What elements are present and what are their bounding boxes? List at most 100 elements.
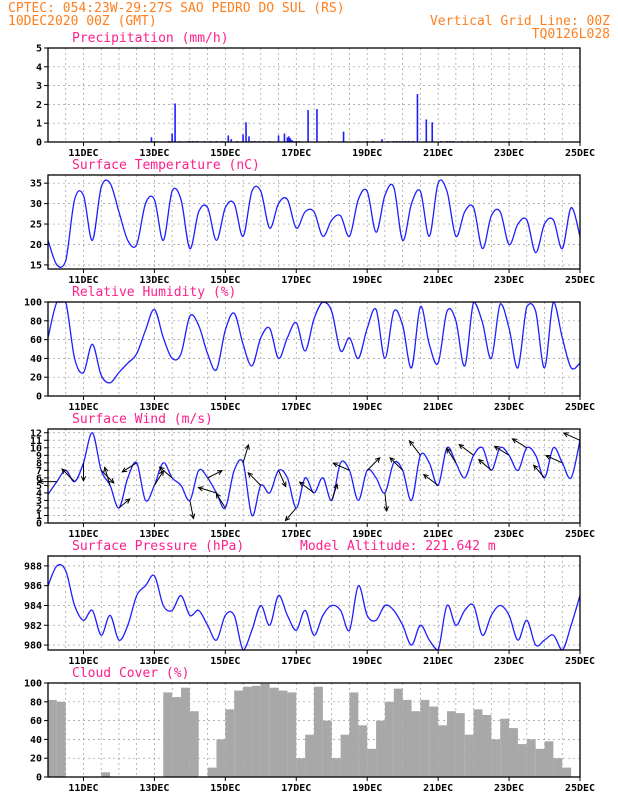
cloud-bar bbox=[225, 709, 235, 777]
pres-xtick-label: 11DEC bbox=[68, 656, 98, 667]
wind-ytick-label: 4 bbox=[36, 488, 42, 499]
precip-bar bbox=[174, 103, 176, 142]
precip-bar bbox=[277, 135, 280, 142]
pres-xtick-label: 17DEC bbox=[281, 656, 311, 667]
cloud-bar bbox=[464, 734, 474, 777]
wind-arrow-shaft bbox=[189, 500, 194, 519]
wind-arrow-head bbox=[108, 478, 115, 484]
precip-bar bbox=[248, 136, 250, 142]
wind-arrow-shaft bbox=[278, 470, 287, 487]
wind-ytick-label: 6 bbox=[36, 473, 42, 484]
rh-ytick-label: 60 bbox=[30, 335, 42, 346]
cloud-bar bbox=[358, 725, 368, 777]
pres-ytick-label: 988 bbox=[24, 561, 42, 572]
temp-xtick-label: 19DEC bbox=[352, 275, 382, 286]
precip-xtick-label: 19DEC bbox=[352, 148, 382, 159]
model-altitude: Model Altitude: 221.642 m bbox=[300, 539, 496, 554]
wind-arrow-head bbox=[247, 471, 254, 478]
precip-bar bbox=[342, 131, 345, 142]
cloud-xtick-label: 13DEC bbox=[139, 783, 169, 794]
wind-arrow-shaft bbox=[458, 444, 474, 456]
cloud-bar bbox=[420, 699, 430, 777]
wind-ytick-label: 7 bbox=[36, 466, 42, 477]
temp-ytick-label: 35 bbox=[30, 179, 42, 190]
cloud-xtick-label: 19DEC bbox=[352, 783, 382, 794]
precip-xtick-label: 15DEC bbox=[210, 148, 240, 159]
cloud-bar bbox=[349, 692, 359, 777]
wind-arrow-shaft bbox=[545, 455, 563, 464]
cloud-bar bbox=[553, 758, 563, 777]
wind-arrow-shaft bbox=[118, 498, 131, 509]
rh-xtick-label: 15DEC bbox=[210, 402, 240, 413]
temp-xtick-label: 21DEC bbox=[423, 275, 453, 286]
wind-xtick-label: 13DEC bbox=[139, 529, 169, 540]
pres-frame bbox=[47, 555, 581, 651]
rh-ytick-label: 20 bbox=[30, 373, 42, 384]
pres-xtick-label: 21DEC bbox=[423, 656, 453, 667]
cloud-xtick-label: 17DEC bbox=[281, 783, 311, 794]
cloud-ytick-label: 100 bbox=[24, 679, 42, 690]
wind-arrow-shaft bbox=[61, 468, 75, 482]
cloud-bar bbox=[216, 739, 226, 777]
wind-arrow-shaft bbox=[563, 432, 581, 441]
wind-arrow-shaft bbox=[247, 472, 262, 486]
wind-frame bbox=[47, 428, 581, 524]
precip-xtick-label: 13DEC bbox=[139, 148, 169, 159]
cloud-ytick-label: 0 bbox=[36, 773, 42, 784]
wind-arrow-head bbox=[298, 481, 305, 487]
cloud-bar bbox=[305, 734, 314, 777]
cloud-bar bbox=[509, 728, 518, 777]
precip-xtick-label: 23DEC bbox=[494, 148, 524, 159]
precip-bar bbox=[289, 138, 292, 142]
precip-bar bbox=[286, 137, 289, 142]
wind-arrow-head bbox=[281, 481, 287, 488]
wind-arrow-head bbox=[545, 454, 552, 460]
temp-xtick-label: 13DEC bbox=[139, 275, 169, 286]
cloud-bar bbox=[287, 692, 297, 777]
cloud-frame bbox=[47, 682, 581, 778]
cloud-bar bbox=[172, 697, 181, 777]
rh-ytick-label: 40 bbox=[30, 354, 42, 365]
wind-arrow-shaft bbox=[409, 440, 421, 456]
wind-arrow-head bbox=[158, 466, 165, 472]
temp-xtick-label: 23DEC bbox=[494, 275, 524, 286]
wind-arrow-head bbox=[190, 513, 196, 520]
rh-panel: 0 20 40 60 80 100 11DEC 13DEC 15DEC 17DEC 19DEC 21D… bbox=[24, 298, 595, 414]
wind-ytick-label: 10 bbox=[30, 443, 42, 454]
wind-arrow-shaft bbox=[384, 492, 388, 511]
wind-arrow-shaft bbox=[446, 448, 457, 464]
precip-ytick-label: 0 bbox=[36, 138, 42, 149]
wind-arrow-shaft bbox=[533, 464, 545, 479]
cloud-bar bbox=[234, 690, 244, 777]
wind-arrow-shaft bbox=[299, 481, 315, 494]
precip-bar bbox=[381, 139, 383, 142]
precip-bar bbox=[171, 133, 173, 142]
wind-xtick-label: 19DEC bbox=[352, 529, 382, 540]
cloud-bar bbox=[526, 739, 536, 777]
precip-ytick-label: 2 bbox=[36, 100, 42, 111]
rh-xtick-label: 19DEC bbox=[352, 402, 382, 413]
precip-bar bbox=[425, 119, 428, 142]
temp-panel: 15 20 25 30 35 11DEC 13DEC 15DEC 17DEC 19DEC 21DEC… bbox=[30, 174, 595, 286]
wind-arrow-shaft bbox=[494, 445, 510, 456]
precip-title: Precipitation (mm/h) bbox=[72, 31, 229, 46]
cloud-ytick-label: 20 bbox=[30, 754, 42, 765]
cloud-xtick-label: 25DEC bbox=[565, 783, 595, 794]
wind-ytick-label: 0 bbox=[36, 519, 42, 530]
wind-arrow-head bbox=[284, 515, 291, 522]
pres-panel: 980 982 984 986 988 11DEC 13DEC 15DEC 17DEC 19DEC… bbox=[24, 555, 595, 667]
precip-bar bbox=[227, 135, 230, 142]
pres-ytick-label: 984 bbox=[24, 601, 42, 612]
header-grid-note: Vertical Grid Line: 00Z bbox=[430, 14, 610, 29]
cloud-bar bbox=[243, 686, 252, 777]
rh-ytick-label: 80 bbox=[30, 316, 42, 327]
wind-ytick-label: 5 bbox=[36, 481, 42, 492]
wind-arrow-shaft bbox=[198, 487, 217, 494]
wind-arrow-shaft bbox=[159, 466, 173, 479]
cloud-bar bbox=[251, 685, 261, 777]
cloud-bar bbox=[340, 734, 350, 777]
header-line1: CPTEC: 054:23W-29:27S SAO PEDRO DO SUL (… bbox=[8, 1, 345, 16]
cloud-bar bbox=[269, 687, 279, 777]
header-date: 10DEC2020 00Z (GMT) bbox=[8, 14, 157, 29]
